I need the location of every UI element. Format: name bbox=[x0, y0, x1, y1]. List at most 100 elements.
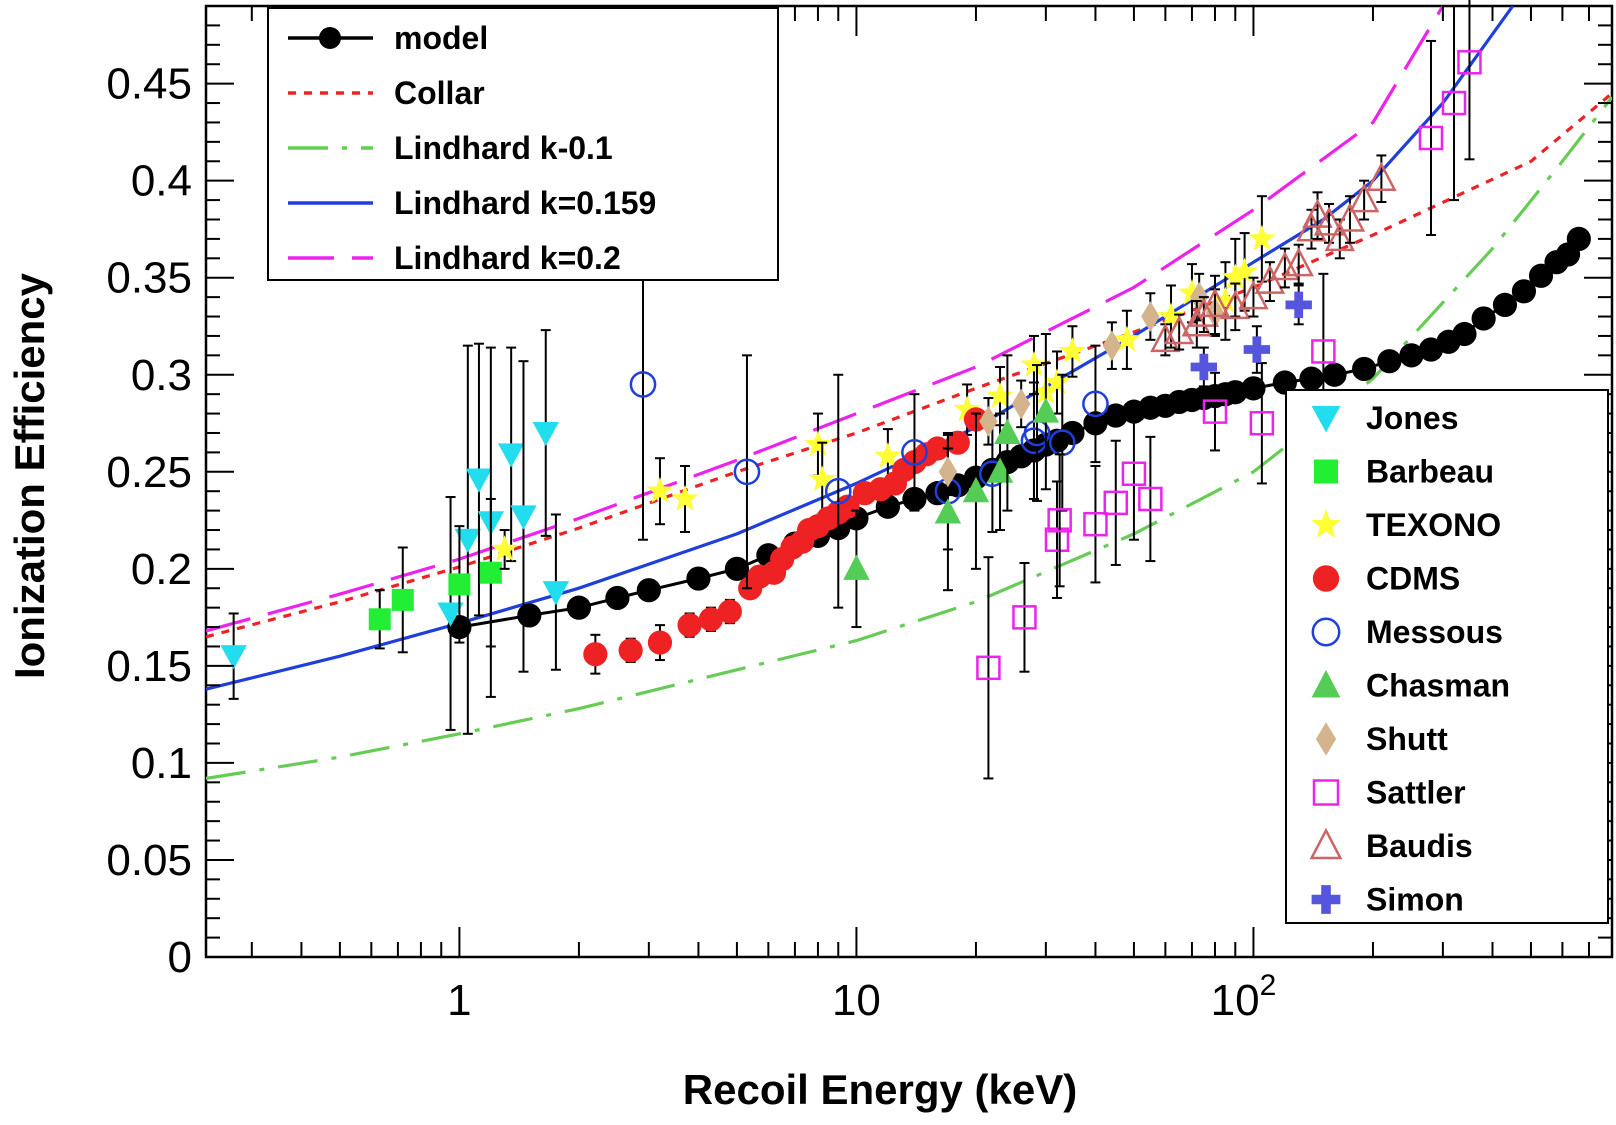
point-barbeau bbox=[368, 608, 391, 631]
legend-label-lindhard-k-0-1: Lindhard k-0.1 bbox=[394, 130, 613, 166]
point-chasman bbox=[843, 554, 870, 580]
legend-label-collar: Collar bbox=[394, 75, 485, 111]
curve-lindhard-k-0-2 bbox=[206, 6, 1445, 633]
point-messous bbox=[733, 458, 761, 486]
point-chasman bbox=[1032, 397, 1060, 423]
point-model bbox=[1223, 380, 1248, 405]
legend-label-barbeau: Barbeau bbox=[1366, 454, 1494, 490]
series-simon bbox=[1190, 284, 1312, 388]
legend-label-sattler: Sattler bbox=[1366, 775, 1466, 811]
point-sattler bbox=[1457, 50, 1482, 75]
point-sattler bbox=[1083, 511, 1108, 537]
series-barbeau bbox=[368, 497, 502, 654]
curve-collar bbox=[206, 92, 1612, 639]
point-messous bbox=[901, 439, 928, 466]
legend-marker-barbeau bbox=[1314, 459, 1338, 484]
point-texono bbox=[646, 476, 674, 503]
point-model bbox=[1492, 292, 1518, 317]
point-sattler bbox=[1418, 125, 1444, 151]
point-baudis bbox=[1150, 322, 1181, 353]
point-texono bbox=[1221, 263, 1249, 290]
axes-frame bbox=[204, 4, 1614, 959]
legend-lines-box bbox=[267, 7, 779, 281]
point-chasman bbox=[962, 476, 990, 503]
point-texono bbox=[1211, 286, 1239, 313]
plot-frame bbox=[204, 4, 1614, 959]
point-jones bbox=[497, 443, 525, 468]
point-texono bbox=[1058, 337, 1086, 363]
legend-marker-texono bbox=[1311, 509, 1341, 538]
point-chasman bbox=[934, 498, 962, 524]
point-model bbox=[1322, 362, 1347, 387]
y-tick-label: 0.25 bbox=[106, 448, 192, 497]
point-baudis bbox=[1302, 198, 1333, 228]
point-texono bbox=[1113, 325, 1141, 352]
point-cdms bbox=[618, 638, 643, 663]
x-tick-label: 1 bbox=[447, 976, 471, 1025]
point-sattler bbox=[1249, 411, 1275, 436]
point-baudis bbox=[1334, 202, 1366, 232]
point-jones bbox=[532, 421, 559, 447]
point-sattler bbox=[1311, 339, 1336, 364]
y-tick-label: 0 bbox=[168, 933, 192, 982]
point-baudis bbox=[1283, 247, 1314, 277]
point-barbeau bbox=[391, 588, 414, 611]
point-jones bbox=[220, 645, 247, 670]
point-model bbox=[1511, 279, 1537, 304]
curve-lindhard-k-0-1 bbox=[206, 96, 1612, 780]
point-baudis bbox=[1313, 206, 1345, 236]
point-sattler bbox=[1121, 461, 1147, 486]
legend-marker-sattler bbox=[1312, 779, 1340, 806]
legend-lines: model Collar Lindhard k-0.1 Lindhard k=0.15… bbox=[267, 7, 779, 281]
point-sattler bbox=[1138, 486, 1163, 512]
legend-marker-cdms bbox=[1312, 565, 1340, 592]
point-cdms bbox=[677, 613, 702, 638]
legend-marker-simon bbox=[1311, 885, 1341, 914]
point-cdms bbox=[717, 599, 742, 624]
point-texono bbox=[986, 381, 1014, 408]
point-baudis bbox=[1348, 183, 1380, 213]
series-chasman bbox=[843, 332, 1060, 629]
point-sattler bbox=[1012, 605, 1037, 630]
legend-points: Jones Barbeau TEXONO CDMS Messous Chasman Shut… bbox=[1285, 389, 1609, 924]
point-sattler bbox=[1103, 490, 1129, 516]
point-model bbox=[1352, 356, 1377, 382]
y-tick-label: 0.45 bbox=[106, 60, 192, 109]
legend-label-cdms: CDMS bbox=[1366, 561, 1460, 597]
point-jones bbox=[465, 468, 493, 493]
data-series bbox=[220, 0, 1482, 780]
legend-label-model: model bbox=[394, 20, 488, 56]
y-tick-label: 0.2 bbox=[131, 545, 192, 594]
legend-label-simon: Simon bbox=[1366, 882, 1464, 918]
x-axis-label: Recoil Energy (keV) bbox=[683, 1066, 1077, 1113]
point-model bbox=[1060, 420, 1085, 446]
point-sattler bbox=[1441, 90, 1467, 116]
point-shutt bbox=[1102, 330, 1122, 362]
point-cdms bbox=[583, 642, 608, 667]
y-axis-label: Ionization Efficiency bbox=[6, 272, 53, 679]
point-shutt bbox=[1141, 301, 1160, 332]
y-tick-label: 0.4 bbox=[131, 157, 192, 206]
point-barbeau bbox=[448, 573, 471, 596]
legend-points-box bbox=[1285, 389, 1609, 924]
point-texono bbox=[1157, 302, 1185, 329]
x-tick-label: 102 bbox=[1211, 969, 1277, 1025]
point-simon bbox=[1243, 336, 1271, 363]
y-tick-label: 0.1 bbox=[131, 739, 192, 788]
legend-label-baudis: Baudis bbox=[1366, 828, 1473, 864]
point-texono bbox=[1248, 224, 1276, 251]
point-model bbox=[724, 556, 750, 581]
point-messous bbox=[1082, 390, 1109, 418]
point-barbeau bbox=[479, 561, 502, 584]
point-model bbox=[925, 481, 950, 506]
point-model bbox=[1528, 263, 1554, 288]
legend-marker-model bbox=[319, 27, 341, 49]
point-model bbox=[1272, 370, 1297, 395]
y-tick-label: 0.15 bbox=[106, 642, 192, 691]
point-model bbox=[1399, 343, 1424, 368]
point-model bbox=[1566, 226, 1591, 251]
point-model bbox=[1241, 376, 1266, 401]
point-model bbox=[1103, 403, 1128, 428]
legend-marker-jones bbox=[1311, 406, 1341, 433]
